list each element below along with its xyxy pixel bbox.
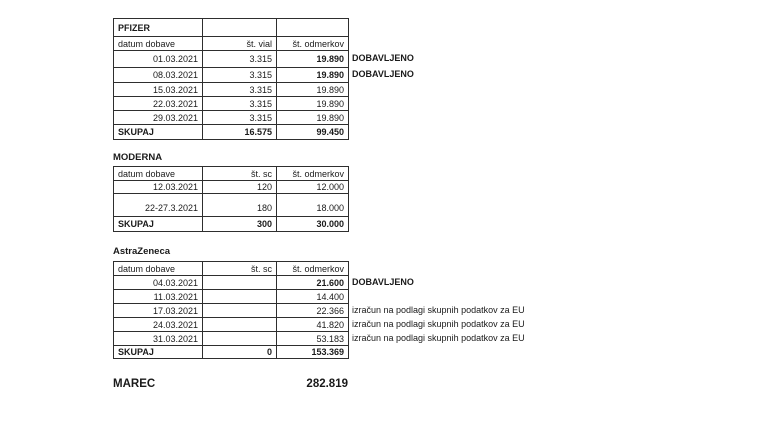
- row-note: izračun na podlagi skupnih podatkov za E…: [352, 319, 525, 329]
- moderna-title: MODERNA: [113, 152, 163, 163]
- table-row: 12.03.2021 120 12.000: [113, 180, 349, 194]
- row-note: izračun na podlagi skupnih podatkov za E…: [352, 305, 525, 315]
- table-row: 22.03.2021 3.315 19.890: [113, 96, 349, 111]
- date-cell: 12.03.2021: [113, 180, 203, 194]
- date-cell: 17.03.2021: [113, 303, 203, 318]
- doses-cell: 41.820: [276, 317, 349, 332]
- col-header-date: datum dobave: [113, 166, 203, 181]
- pfizer-section: PFIZER datum dobave št. vial št. odmerko…: [113, 18, 414, 140]
- doses-cell: 21.600: [276, 275, 349, 290]
- total-qty: 16.575: [202, 124, 277, 140]
- astrazeneca-section: datum dobave št. sc št. odmerkov 04.03.2…: [113, 261, 525, 359]
- table-row: 24.03.2021 41.820: [113, 317, 349, 332]
- row-note: izračun na podlagi skupnih podatkov za E…: [352, 333, 525, 343]
- col-header-qty: št. sc: [202, 166, 277, 181]
- astrazeneca-title: AstraZeneca: [113, 246, 171, 257]
- col-header-qty: št. vial: [202, 36, 277, 51]
- table-title: PFIZER: [113, 18, 203, 37]
- doses-cell: 19.890: [276, 110, 349, 125]
- doses-cell: 19.890: [276, 82, 349, 97]
- moderna-table: datum dobave št. sc št. odmerkov 12.03.2…: [113, 166, 349, 232]
- doses-cell: 19.890: [276, 50, 349, 68]
- qty-cell: 180: [202, 193, 277, 217]
- qty-cell: [202, 275, 277, 290]
- row-note: DOBAVLJENO: [352, 69, 414, 79]
- date-cell: 08.03.2021: [113, 67, 203, 83]
- table-total-row: SKUPAJ 300 30.000: [113, 216, 349, 232]
- col-header-date: datum dobave: [113, 261, 203, 276]
- total-label: SKUPAJ: [113, 216, 203, 232]
- qty-cell: 3.315: [202, 110, 277, 125]
- qty-cell: 3.315: [202, 50, 277, 68]
- col-header-date: datum dobave: [113, 36, 203, 51]
- row-note: DOBAVLJENO: [352, 53, 414, 63]
- total-label: SKUPAJ: [113, 124, 203, 140]
- table-row: 29.03.2021 3.315 19.890: [113, 110, 349, 125]
- month-summary: MAREC 282.819: [113, 378, 348, 390]
- date-cell: 22.03.2021: [113, 96, 203, 111]
- doses-cell: 19.890: [276, 67, 349, 83]
- date-cell: 01.03.2021: [113, 50, 203, 68]
- doses-cell: 19.890: [276, 96, 349, 111]
- doses-cell: 18.000: [276, 193, 349, 217]
- table-title-row: PFIZER: [113, 18, 349, 37]
- empty-cell: [276, 18, 349, 37]
- date-cell: 31.03.2021: [113, 331, 203, 346]
- col-header-doses: št. odmerkov: [276, 261, 349, 276]
- table-header-row: datum dobave št. vial št. odmerkov: [113, 36, 349, 51]
- table-row: 08.03.2021 3.315 19.890: [113, 67, 349, 83]
- qty-cell: 120: [202, 180, 277, 194]
- col-header-qty: št. sc: [202, 261, 277, 276]
- qty-cell: [202, 303, 277, 318]
- pfizer-table: PFIZER datum dobave št. vial št. odmerko…: [113, 18, 349, 140]
- doses-cell: 53.183: [276, 331, 349, 346]
- doses-cell: 22.366: [276, 303, 349, 318]
- doses-cell: 12.000: [276, 180, 349, 194]
- date-cell: 29.03.2021: [113, 110, 203, 125]
- table-row: 04.03.2021 21.600: [113, 275, 349, 290]
- col-header-doses: št. odmerkov: [276, 36, 349, 51]
- month-total: 282.819: [306, 378, 348, 390]
- total-label: SKUPAJ: [113, 345, 203, 359]
- astrazeneca-table: datum dobave št. sc št. odmerkov 04.03.2…: [113, 261, 349, 359]
- row-note: DOBAVLJENO: [352, 277, 414, 287]
- table-row: 01.03.2021 3.315 19.890: [113, 50, 349, 68]
- table-row: 17.03.2021 22.366: [113, 303, 349, 318]
- qty-cell: 3.315: [202, 96, 277, 111]
- total-doses: 30.000: [276, 216, 349, 232]
- table-header-row: datum dobave št. sc št. odmerkov: [113, 261, 349, 276]
- total-doses: 153.369: [276, 345, 349, 359]
- total-qty: 0: [202, 345, 277, 359]
- qty-cell: 3.315: [202, 67, 277, 83]
- date-cell: 11.03.2021: [113, 289, 203, 304]
- col-header-doses: št. odmerkov: [276, 166, 349, 181]
- table-row: 31.03.2021 53.183: [113, 331, 349, 346]
- date-cell: 15.03.2021: [113, 82, 203, 97]
- month-label: MAREC: [113, 378, 156, 390]
- date-cell: 22-27.3.2021: [113, 193, 203, 217]
- table-header-row: datum dobave št. sc št. odmerkov: [113, 166, 349, 181]
- total-doses: 99.450: [276, 124, 349, 140]
- moderna-section: datum dobave št. sc št. odmerkov 12.03.2…: [113, 166, 349, 232]
- qty-cell: [202, 289, 277, 304]
- total-qty: 300: [202, 216, 277, 232]
- table-row: 11.03.2021 14.400: [113, 289, 349, 304]
- date-cell: 24.03.2021: [113, 317, 203, 332]
- date-cell: 04.03.2021: [113, 275, 203, 290]
- table-row: 15.03.2021 3.315 19.890: [113, 82, 349, 97]
- empty-cell: [202, 18, 277, 37]
- qty-cell: [202, 317, 277, 332]
- qty-cell: [202, 331, 277, 346]
- doses-cell: 14.400: [276, 289, 349, 304]
- table-row: 22-27.3.2021 180 18.000: [113, 193, 349, 217]
- table-total-row: SKUPAJ 0 153.369: [113, 345, 349, 359]
- qty-cell: 3.315: [202, 82, 277, 97]
- table-total-row: SKUPAJ 16.575 99.450: [113, 124, 349, 140]
